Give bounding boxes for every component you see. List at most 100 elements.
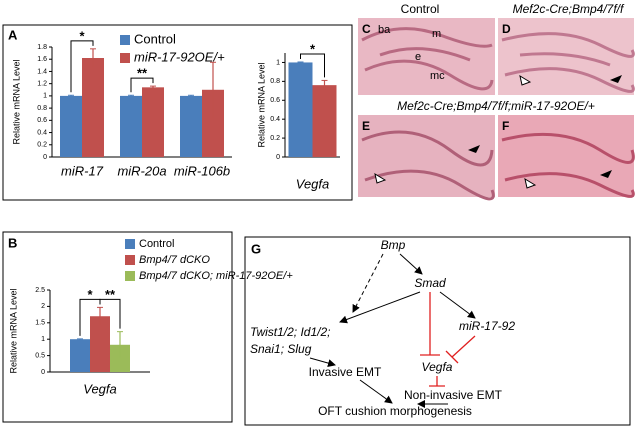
bar	[202, 89, 224, 157]
sig-label: **	[105, 287, 116, 302]
y-axis-label: Relative mRNA Level	[11, 59, 21, 144]
panel-b-frame	[2, 231, 233, 423]
y-tick-label: 2.5	[35, 287, 45, 294]
x-tick-label: Vegfa	[83, 381, 117, 396]
sig-label: **	[137, 66, 148, 81]
image-e	[358, 115, 495, 197]
y-tick-label: 0.2	[270, 135, 280, 142]
node: Twist1/2; Id1/2;	[250, 325, 330, 339]
image-f	[498, 115, 634, 197]
sig-label: *	[310, 41, 316, 56]
bar	[120, 95, 142, 157]
diagram: Bmp Smad Twist1/2; Id1/2; Snai1; Slug mi…	[250, 238, 515, 418]
legend-swatch	[120, 53, 130, 63]
sig-label: *	[87, 287, 93, 302]
y-tick-label: 0.4	[270, 116, 280, 123]
tissue-label: e	[415, 51, 421, 63]
arrow	[309, 357, 336, 367]
legend-swatch	[125, 239, 135, 249]
bar	[90, 316, 110, 372]
y-tick-label: 0.8	[37, 105, 47, 112]
bar	[110, 344, 130, 372]
y-tick-label: 1	[43, 93, 47, 100]
panel-label: A	[8, 27, 18, 42]
y-tick-label: 0.4	[37, 129, 47, 136]
image-title: Mef2c-Cre;Bmp4/7f/f;miR-17-92OE/+	[397, 99, 595, 113]
sig-bracket	[99, 298, 121, 329]
arrow	[399, 253, 423, 275]
legend-label: Control	[139, 238, 174, 250]
node: Smad	[414, 276, 446, 290]
y-tick-label: 1	[276, 59, 280, 66]
y-tick-label: 2	[41, 303, 45, 310]
y-tick-label: 1.5	[35, 320, 45, 327]
image-title: Control	[401, 2, 440, 16]
y-tick-label: 0	[41, 369, 45, 376]
y-axis-label: Relative mRNA Level	[8, 288, 18, 373]
sig-bracket	[130, 77, 154, 93]
legend-label: miR-17-92OE/+	[134, 49, 225, 64]
panel-label: G	[251, 241, 261, 256]
node: Vegfa	[422, 360, 453, 374]
histology: C D E F Control Mef2c-Cre;Bmp4/7f/f Mef2…	[358, 2, 635, 201]
inhibit	[429, 376, 445, 387]
arrow	[439, 291, 476, 319]
tissue	[361, 130, 495, 201]
arrow	[352, 253, 384, 313]
legend-label: Bmp4/7 dCKO	[139, 254, 210, 266]
inhibit	[420, 292, 440, 356]
y-tick-label: 0.6	[37, 117, 47, 124]
sig-label: *	[79, 28, 85, 43]
panel-label: B	[8, 235, 17, 250]
tissue-label: mc	[430, 70, 445, 82]
image-d	[498, 18, 634, 95]
y-tick-label: 0	[43, 154, 47, 161]
arrow	[359, 379, 393, 404]
y-tick-label: 0.8	[270, 78, 280, 85]
y-tick-label: 0.6	[270, 97, 280, 104]
y-tick-label: 1.4	[37, 68, 47, 75]
y-tick-label: 0.2	[37, 142, 47, 149]
legend-swatch	[125, 255, 135, 265]
panel-label: C	[362, 22, 371, 36]
bar	[60, 95, 82, 157]
node: Non-invasive EMT	[404, 388, 503, 402]
sig-bracket	[300, 53, 325, 78]
x-tick-label: miR-106b	[174, 163, 230, 178]
tissue	[501, 132, 635, 198]
legend-label: Bmp4/7 dCKO; miR-17-92OE/+	[139, 270, 293, 282]
node: miR-17-92	[459, 319, 515, 333]
bar	[180, 95, 202, 157]
y-tick-label: 0	[276, 154, 280, 161]
y-tick-label: 1	[41, 336, 45, 343]
bar	[142, 87, 164, 157]
y-tick-label: 1.8	[37, 44, 47, 51]
panel-label: E	[362, 119, 370, 133]
tissue	[361, 27, 494, 91]
panel-label: F	[502, 119, 509, 133]
panel-label: D	[502, 22, 511, 36]
bar	[312, 85, 337, 157]
panel-a-frame	[2, 24, 353, 201]
arrowhead-open	[374, 74, 537, 189]
node: OFT cushion morphogenesis	[318, 404, 472, 418]
bar	[82, 58, 104, 157]
x-tick-label: Vegfa	[296, 176, 330, 191]
panel-g-frame	[244, 236, 631, 426]
node: Snai1; Slug	[250, 342, 312, 356]
legend-label: Control	[134, 31, 176, 46]
arrow	[339, 291, 421, 324]
bar	[288, 62, 313, 157]
legend-swatch	[120, 35, 130, 45]
image-title: Mef2c-Cre;Bmp4/7f/f	[513, 2, 625, 16]
bar	[70, 339, 90, 372]
tissue-label: m	[432, 28, 441, 40]
tissue	[501, 32, 635, 93]
node: Bmp	[381, 238, 406, 252]
y-tick-label: 1.2	[37, 81, 47, 88]
x-tick-label: miR-17	[61, 163, 104, 178]
y-tick-label: 1.6	[37, 56, 47, 63]
sig-bracket	[70, 40, 94, 93]
tissue-label: ba	[378, 24, 391, 36]
